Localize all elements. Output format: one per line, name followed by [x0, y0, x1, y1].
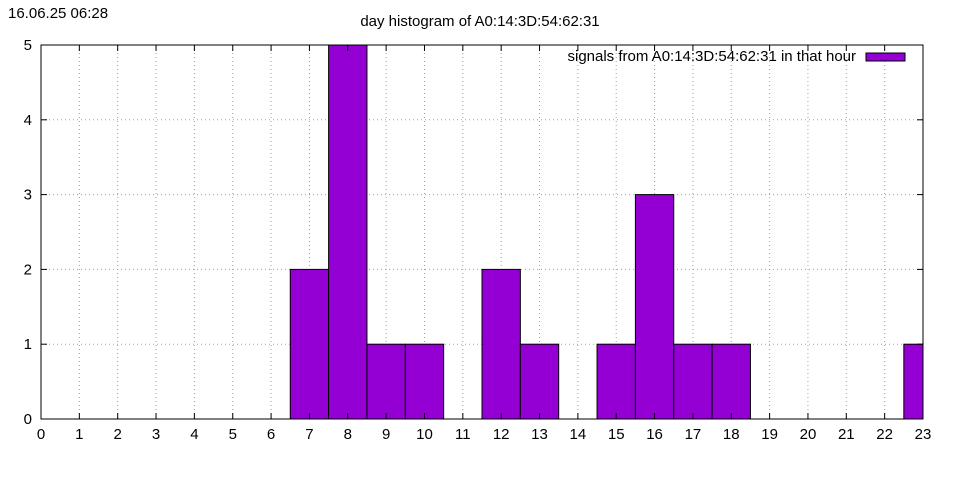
x-tick-label: 22	[876, 426, 893, 443]
bar-hour-23	[903, 343, 924, 420]
plot-border	[40, 44, 924, 420]
x-tick-label: 20	[800, 426, 817, 443]
legend-swatch	[865, 52, 906, 62]
x-tick-label: 1	[75, 426, 83, 443]
x-tick-label: 11	[455, 426, 471, 443]
x-tick-label: 2	[114, 426, 122, 443]
ticks: 0 1 2 3 4 5 6 7 8 9 10 11 12 13 14 15 16 17 18 19 20 21 22 2301…	[24, 37, 932, 443]
bar-hour-8	[328, 44, 368, 420]
y-tick-label: 3	[24, 187, 32, 204]
y-tick-label: 1	[24, 336, 32, 353]
y-tick-label: 0	[24, 411, 32, 428]
x-tick-label: 16	[646, 426, 663, 443]
bar-hour-7	[289, 268, 330, 420]
bar-hour-13	[519, 343, 560, 420]
x-tick-label: 13	[531, 426, 548, 443]
bar-hour-17	[673, 343, 713, 420]
bar-hour-9	[366, 343, 406, 420]
legend: signals from A0:14:3D:54:62:31 in that h…	[567, 48, 906, 65]
x-tick-label: 8	[344, 426, 352, 443]
x-tick-label: 5	[229, 426, 237, 443]
x-tick-label: 4	[190, 426, 198, 443]
x-tick-label: 0	[37, 426, 45, 443]
legend-label: signals from A0:14:3D:54:62:31 in that h…	[567, 48, 856, 65]
chart-title: day histogram of A0:14:3D:54:62:31	[360, 13, 599, 30]
bar-hour-10	[404, 343, 445, 420]
x-tick-label: 17	[685, 426, 702, 443]
x-tick-label: 19	[761, 426, 778, 443]
timestamp: 16.06.25 06:28	[8, 5, 109, 22]
y-tick-label: 2	[24, 261, 32, 278]
x-tick-label: 14	[570, 426, 587, 443]
x-tick-label: 23	[915, 426, 932, 443]
x-tick-label: 9	[382, 426, 390, 443]
x-tick-label: 3	[152, 426, 160, 443]
x-tick-label: 21	[838, 426, 855, 443]
bar-hour-16	[634, 194, 675, 420]
x-tick-label: 12	[493, 426, 510, 443]
y-tick-label: 4	[24, 112, 32, 129]
x-tick-label: 15	[608, 426, 625, 443]
bar-hour-15	[596, 343, 636, 420]
bar-hour-18	[711, 343, 751, 420]
x-tick-label: 18	[723, 426, 740, 443]
x-tick-label: 6	[267, 426, 275, 443]
bar-hour-12	[481, 268, 521, 420]
y-tick-label: 5	[24, 37, 32, 54]
x-tick-label: 10	[416, 426, 433, 443]
bars	[289, 44, 924, 420]
x-tick-label: 7	[305, 426, 313, 443]
